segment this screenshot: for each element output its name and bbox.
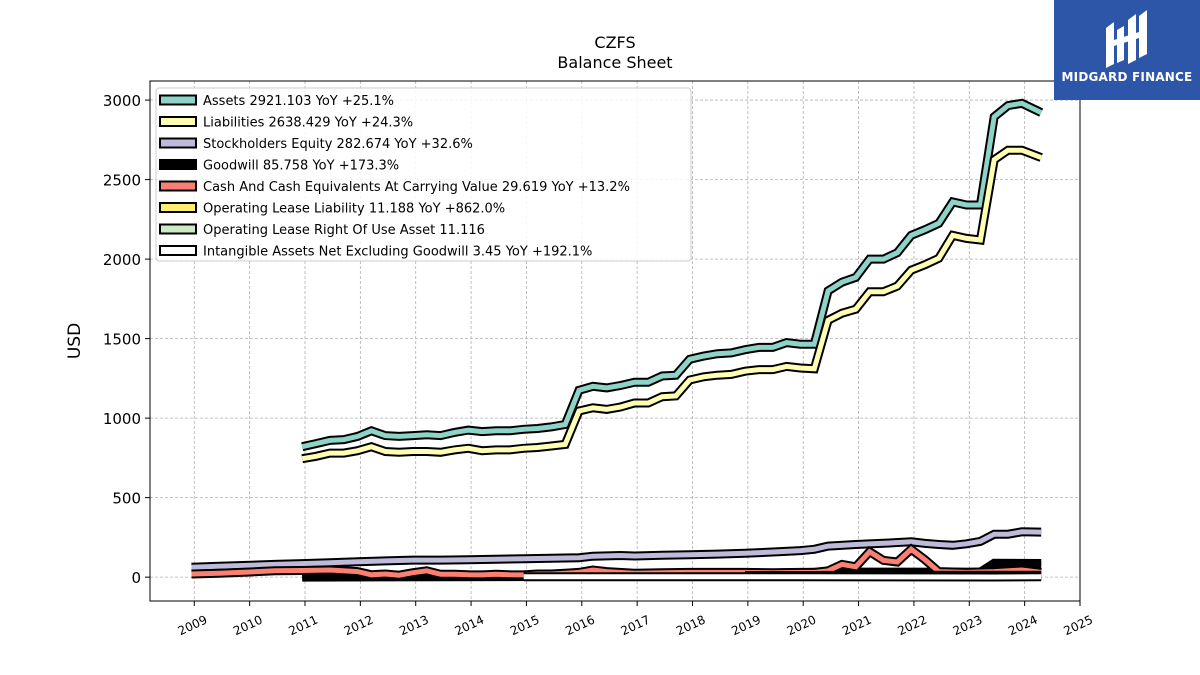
- legend-label: Cash And Cash Equivalents At Carrying Va…: [203, 180, 630, 195]
- x-tick-label: 2019: [729, 613, 763, 639]
- x-tick-label: 2018: [674, 613, 708, 639]
- x-tick-label: 2013: [397, 613, 431, 639]
- legend-box: [155, 87, 692, 262]
- x-tick-label: 2023: [951, 613, 985, 639]
- legend-item-3: Goodwill 85.758 YoY +173.3%: [159, 159, 399, 174]
- x-tick-label: 2016: [563, 613, 597, 639]
- legend-label: Assets 2921.103 YoY +25.1%: [203, 94, 394, 109]
- series-line: [301, 100, 1043, 450]
- chart-title: CZFS: [594, 33, 635, 52]
- series-4: [191, 543, 1042, 580]
- legend-swatch: [159, 137, 197, 149]
- legend-label: Intangible Assets Net Excluding Goodwill…: [203, 245, 592, 260]
- legend-label: Stockholders Equity 282.674 YoY +32.6%: [203, 137, 473, 152]
- series-0: [301, 98, 1044, 452]
- legend-swatch: [159, 202, 197, 213]
- x-tick-label: 2020: [785, 613, 819, 639]
- x-tick-label: 2017: [619, 613, 653, 639]
- x-tick-label: 2025: [1062, 613, 1096, 639]
- legend-swatch: [159, 245, 197, 256]
- legend-label: Goodwill 85.758 YoY +173.3%: [203, 159, 399, 174]
- chart-subtitle: Balance Sheet: [557, 53, 672, 72]
- legend-label: Operating Lease Right Of Use Asset 11.11…: [203, 223, 485, 238]
- legend-swatch: [159, 180, 197, 192]
- legend-item-5: Operating Lease Liability 11.188 YoY +86…: [159, 202, 505, 217]
- y-tick-label: 0: [131, 569, 141, 587]
- y-tick-label: 3000: [103, 92, 141, 110]
- series-2: [191, 527, 1042, 572]
- legend-swatch: [159, 159, 197, 170]
- brand-name: MIDGARD FINANCE: [1061, 70, 1193, 84]
- x-tick-label: 2015: [508, 613, 542, 639]
- series-line: [191, 546, 1042, 578]
- legend-swatch: [159, 116, 197, 127]
- legend-swatch: [159, 94, 197, 106]
- midgard-finance-logo: MIDGARD FINANCE: [1054, 0, 1200, 100]
- y-tick-label: 2500: [103, 172, 141, 190]
- logo-mark-icon: [1106, 10, 1147, 68]
- legend-swatch: [159, 223, 197, 235]
- plot-frame: [149, 80, 1081, 602]
- legend-label: Liabilities 2638.429 YoY +24.3%: [203, 116, 413, 131]
- y-axis-label: USD: [65, 323, 85, 359]
- x-tick-label: 2014: [453, 613, 487, 639]
- x-tick-label: 2011: [287, 613, 321, 639]
- legend-item-7: Intangible Assets Net Excluding Goodwill…: [159, 245, 592, 260]
- series-lines: [191, 98, 1044, 582]
- x-tick-label: 2010: [231, 613, 265, 639]
- series-1: [301, 145, 1043, 464]
- x-tick-label: 2022: [895, 613, 929, 639]
- x-tick-label: 2024: [1006, 613, 1040, 639]
- series-line: [191, 529, 1042, 570]
- y-axis-ticks: 0 500 1000 1500 2000 2500 3000: [103, 92, 150, 587]
- y-tick-label: 1500: [103, 331, 141, 349]
- legend-label: Operating Lease Liability 11.188 YoY +86…: [203, 202, 505, 217]
- x-tick-label: 2021: [840, 613, 874, 639]
- x-tick-label: 2012: [342, 613, 376, 639]
- legend-item-4: Cash And Cash Equivalents At Carrying Va…: [159, 180, 630, 195]
- legend: Assets 2921.103 YoY +25.1% Liabilities 26…: [155, 87, 692, 262]
- legend-item-2: Stockholders Equity 282.674 YoY +32.6%: [159, 137, 473, 152]
- x-axis-ticks: 2009 2010 2011 2012 2013 2014 2015 2016 2017 2018…: [176, 601, 1095, 638]
- x-tick-label: 2009: [176, 613, 210, 639]
- y-tick-label: 1000: [103, 410, 141, 428]
- series-line: [301, 147, 1043, 462]
- legend-item-1: Liabilities 2638.429 YoY +24.3%: [159, 116, 413, 131]
- y-tick-label: 500: [112, 490, 141, 508]
- legend-item-0: Assets 2921.103 YoY +25.1%: [159, 94, 394, 109]
- y-tick-label: 2000: [103, 251, 141, 269]
- legend-item-6: Operating Lease Right Of Use Asset 11.11…: [159, 223, 485, 238]
